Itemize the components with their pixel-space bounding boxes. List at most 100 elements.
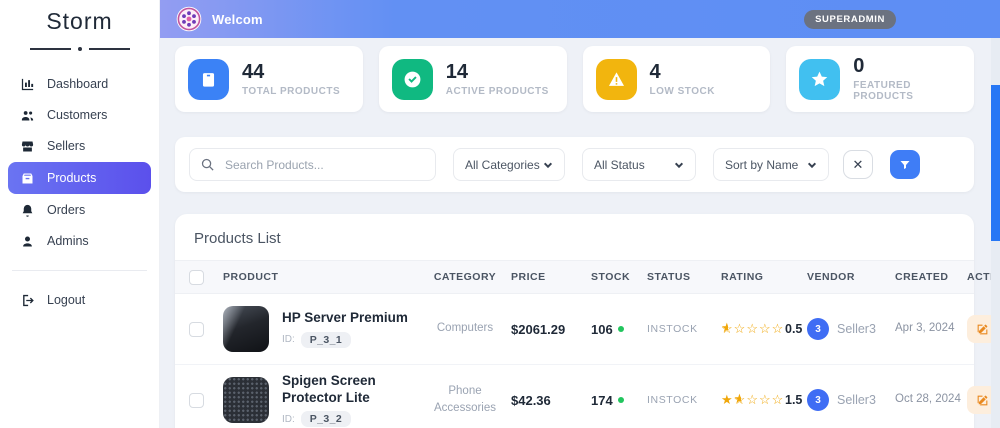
brand-divider: [29, 47, 130, 51]
sidebar-item-label: Dashboard: [47, 77, 109, 91]
sidebar-item-sellers[interactable]: Sellers: [8, 131, 151, 161]
sidebar-item-orders[interactable]: Orders: [8, 195, 151, 225]
vendor-cell: 3 Seller3: [807, 318, 895, 340]
funnel-icon: [900, 160, 910, 169]
filter-bar: All Categories All Status Sort by Name ✕: [175, 137, 974, 192]
column-header-category: CATEGORY: [433, 271, 497, 283]
box-icon: [188, 58, 229, 100]
category-select[interactable]: All Categories: [453, 148, 565, 181]
category-cell: Computers: [436, 322, 494, 335]
stat-label: TOTAL PRODUCTS: [242, 85, 341, 97]
sidebar-item-logout[interactable]: Logout: [8, 285, 151, 315]
logout-icon: [23, 294, 34, 306]
edit-pencil-icon: [977, 395, 987, 405]
category-cell: Phone Accessories: [434, 384, 496, 414]
status-select[interactable]: All Status: [582, 148, 696, 181]
product-id-label: ID:: [282, 413, 295, 425]
product-name: HP Server Premium: [282, 310, 408, 326]
stock-cell: 106: [591, 322, 647, 337]
vendor-name: Seller3: [837, 322, 876, 336]
search-input[interactable]: [189, 148, 436, 181]
scrollbar-track[interactable]: [991, 38, 1000, 428]
column-header-created: CREATED: [895, 271, 949, 283]
price-cell: $42.36: [511, 392, 551, 408]
brand-title: Storm: [46, 8, 113, 34]
scrollbar-thumb[interactable]: [991, 85, 1000, 241]
app-logo-icon: [176, 6, 202, 32]
star-rating-icons: ☆☆☆☆☆: [721, 322, 783, 336]
stock-value: 106: [591, 321, 613, 337]
main-area: Welcom SUPERADMIN 44 TOTAL PRODUCTS: [160, 0, 1000, 428]
chevron-down-icon: [543, 162, 553, 168]
stat-card-total-products: 44 TOTAL PRODUCTS: [175, 46, 363, 112]
customers-icon: [21, 110, 34, 120]
dashboard-icon: [21, 78, 34, 90]
sidebar-item-label: Logout: [47, 293, 86, 307]
stat-label: LOW STOCK: [649, 85, 715, 97]
stat-card-low-stock: 4 LOW STOCK: [582, 46, 771, 112]
sort-select-value: Sort by Name: [725, 157, 799, 172]
search-icon: [201, 158, 214, 171]
sidebar-item-dashboard[interactable]: Dashboard: [8, 69, 151, 99]
row-checkbox[interactable]: [189, 392, 204, 408]
vendor-cell: 3 Seller3: [807, 389, 895, 411]
warning-icon: [595, 58, 637, 100]
sellers-icon: [21, 141, 34, 151]
admins-icon: [23, 236, 32, 246]
vendor-avatar: 3: [807, 389, 829, 411]
rating-cell: ☆☆☆☆☆ 0.5: [721, 322, 807, 336]
sidebar-item-customers[interactable]: Customers: [8, 100, 151, 130]
rating-value: 0.5: [785, 322, 803, 336]
product-cell: HP Server Premium ID: P_3_1: [223, 306, 419, 352]
top-header: Welcom SUPERADMIN: [160, 0, 1000, 38]
orders-icon: [22, 204, 33, 217]
sort-select[interactable]: Sort by Name: [713, 148, 829, 181]
edit-pencil-icon: [977, 324, 987, 334]
star-rating-icons: ★☆☆☆☆: [721, 393, 783, 407]
status-cell: INSTOCK: [647, 394, 698, 406]
column-header-price: PRICE: [511, 271, 546, 283]
products-list-card: Products List PRODUCT CATEGORY PRICE STO…: [175, 214, 1000, 428]
product-cell: Spigen Screen Protector Lite ID: P_3_2: [223, 373, 419, 428]
table-row: HP Server Premium ID: P_3_1 Computers $2…: [175, 294, 997, 365]
chevron-down-icon: [807, 162, 817, 168]
column-header-product: PRODUCT: [223, 271, 279, 283]
search-box: [189, 148, 436, 181]
row-checkbox[interactable]: [189, 321, 204, 337]
stock-cell: 174: [591, 393, 647, 408]
sidebar-item-admins[interactable]: Admins: [8, 226, 151, 256]
created-cell: Apr 3, 2024: [895, 322, 955, 335]
product-id-label: ID:: [282, 334, 295, 346]
clear-filters-button[interactable]: ✕: [843, 150, 873, 179]
vendor-avatar: 3: [807, 318, 829, 340]
stat-label: FEATURED PRODUCTS: [853, 80, 914, 102]
product-thumbnail: [223, 377, 269, 423]
welcome-text: Welcom: [212, 11, 263, 27]
check-circle-icon: [391, 58, 433, 100]
stat-value: 14: [445, 60, 468, 83]
stat-value: 4: [649, 60, 661, 83]
product-thumbnail: [223, 306, 269, 352]
products-icon: [22, 173, 33, 183]
sidebar-item-products[interactable]: Products: [8, 162, 151, 194]
stats-row: 44 TOTAL PRODUCTS 14 ACTIVE PRODUCTS: [175, 46, 974, 112]
product-name: Spigen Screen Protector Lite: [282, 372, 376, 405]
stock-value: 174: [591, 392, 613, 408]
stock-status-dot: [617, 397, 624, 403]
role-badge: SUPERADMIN: [804, 9, 896, 29]
sidebar-item-label: Admins: [47, 234, 89, 248]
rating-value: 1.5: [785, 393, 803, 407]
table-title: Products List: [194, 230, 281, 247]
content-area: 44 TOTAL PRODUCTS 14 ACTIVE PRODUCTS: [160, 38, 1000, 428]
sidebar: Storm Dashboard Customers Sellers Produc…: [0, 0, 160, 428]
apply-filter-button[interactable]: [890, 150, 920, 179]
column-header-stock: STOCK: [591, 271, 631, 283]
select-all-checkbox[interactable]: [189, 269, 204, 285]
rating-cell: ★☆☆☆☆ 1.5: [721, 393, 807, 407]
stock-status-dot: [617, 326, 624, 332]
stat-value: 0: [853, 55, 865, 77]
sidebar-item-label: Orders: [47, 203, 86, 217]
status-cell: INSTOCK: [647, 323, 698, 335]
stat-value: 44: [242, 60, 265, 83]
